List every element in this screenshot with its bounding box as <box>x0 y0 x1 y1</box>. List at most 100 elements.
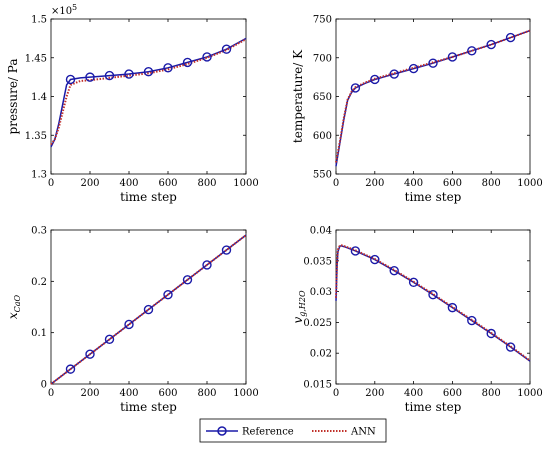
series-ann-line <box>335 29 531 163</box>
series-reference-marker <box>467 315 477 326</box>
series-reference-marker <box>389 69 399 79</box>
y-exponent-label: ×10 <box>51 6 72 17</box>
series-reference-marker <box>163 63 173 73</box>
series-reference-marker <box>486 39 496 50</box>
chart-panel-1: 0 200 400 600 800 1000 1.3 1.35 1.4 1.45 1.5 time s… <box>6 3 259 204</box>
series-reference-marker <box>202 260 212 270</box>
series-reference-marker <box>124 319 134 330</box>
y-axis-label: pressure/ Pa <box>6 59 20 135</box>
series-reference-marker <box>350 246 361 256</box>
y-tick-label: 1.35 <box>25 131 47 142</box>
series-reference-marker <box>447 302 458 313</box>
series-ann-line <box>50 38 247 146</box>
x-tick-label: 400 <box>404 388 423 399</box>
x-tick-label: 800 <box>197 388 216 399</box>
series-reference-marker <box>389 265 399 276</box>
y-axis-label: vg,H2O <box>291 290 307 324</box>
series-reference-marker <box>104 70 115 81</box>
x-tick-label: 600 <box>443 178 462 189</box>
chart-panel-2: 0 200 400 600 800 1000 550 600 650 700 750 time ste… <box>291 15 543 205</box>
y-tick-label: 0.035 <box>303 256 332 267</box>
x-tick-label: 800 <box>197 178 216 189</box>
y-tick-label: 0.1 <box>31 328 47 339</box>
x-tick-label: 1000 <box>233 388 258 399</box>
series-reference-marker <box>202 52 212 62</box>
y-tick-label: 750 <box>313 15 332 26</box>
x-axis-label: time step <box>120 400 177 414</box>
x-tick-label: 200 <box>80 388 99 399</box>
series-reference-marker <box>408 277 419 288</box>
series-reference-marker <box>447 52 458 62</box>
x-tick-label: 0 <box>48 388 54 399</box>
x-axis-label: time step <box>405 400 462 414</box>
x-tick-label: 0 <box>333 388 339 399</box>
series-reference-marker <box>505 342 516 352</box>
x-tick-label: 600 <box>443 388 462 399</box>
x-tick-label: 1000 <box>233 178 258 189</box>
legend-box: Reference ANN <box>199 418 387 443</box>
chart-panel-3: 0 200 400 600 800 1000 0 0.1 0.2 0.3 time step xCaO <box>6 226 259 415</box>
legend-reference-marker <box>217 426 227 436</box>
series-reference-marker <box>467 46 477 56</box>
series-reference-marker <box>85 72 95 82</box>
series-reference-marker <box>505 32 516 43</box>
x-axis-label: time step <box>405 190 462 204</box>
axes-frame <box>335 18 531 175</box>
y-axis-label: xCaO <box>6 294 22 319</box>
x-axis-label: time step <box>120 190 177 204</box>
y-tick-label: 1.4 <box>31 92 47 103</box>
x-tick-label: 200 <box>365 388 384 399</box>
y-tick-label: 0.015 <box>303 380 332 391</box>
x-tick-label: 800 <box>482 178 501 189</box>
series-reference-marker <box>143 304 154 315</box>
legend-frame <box>199 418 387 443</box>
series-reference-line <box>335 245 531 362</box>
axes-frame <box>335 229 531 385</box>
chart-panel-4: 0 200 400 600 800 1000 0.015 0.02 0.025 0.03 0.035… <box>291 226 543 415</box>
x-tick-label: 200 <box>365 178 384 189</box>
series-reference-marker <box>408 63 419 74</box>
series-reference-marker <box>124 69 134 79</box>
series-reference-line <box>335 29 531 167</box>
x-tick-label: 1000 <box>517 178 542 189</box>
series-reference-marker <box>104 334 115 345</box>
axes-frame <box>50 229 247 385</box>
series-reference-marker <box>221 245 232 255</box>
x-tick-label: 600 <box>158 178 177 189</box>
y-tick-label: 0.02 <box>310 349 332 360</box>
series-reference-marker <box>428 58 438 68</box>
y-tick-label: 0.3 <box>31 226 47 237</box>
y-exponent-power: 5 <box>72 3 77 12</box>
series-ann-line <box>50 234 247 385</box>
x-tick-label: 600 <box>158 388 177 399</box>
series-reference-marker <box>65 74 76 85</box>
series-reference-marker <box>370 74 380 85</box>
y-tick-label: 0.025 <box>303 318 332 329</box>
series-reference-marker <box>65 364 76 374</box>
x-tick-label: 400 <box>119 388 138 399</box>
x-tick-label: 400 <box>404 178 423 189</box>
y-axis-label: temperature/ K <box>291 49 305 143</box>
series-ann-line <box>335 244 531 362</box>
legend-ann-label: ANN <box>350 427 376 438</box>
series-reference-marker <box>350 83 361 93</box>
y-tick-label: 0 <box>41 380 47 391</box>
x-tick-label: 0 <box>333 178 339 189</box>
x-tick-label: 400 <box>119 178 138 189</box>
series-reference-marker <box>221 44 232 54</box>
y-tick-label: 650 <box>313 92 332 103</box>
legend-reference-label: Reference <box>242 427 294 438</box>
y-tick-label: 1.3 <box>31 170 47 181</box>
x-tick-label: 800 <box>482 388 501 399</box>
series-reference-marker <box>428 289 438 300</box>
x-tick-label: 200 <box>80 178 99 189</box>
y-tick-label: 1.5 <box>31 15 47 26</box>
series-reference-marker <box>143 66 154 77</box>
y-tick-label: 700 <box>313 53 332 64</box>
y-tick-label: 550 <box>313 170 332 181</box>
series-reference-marker <box>182 275 193 285</box>
y-tick-label: 600 <box>313 131 332 142</box>
series-reference-line <box>50 37 247 148</box>
series-reference-marker <box>370 254 380 265</box>
y-tick-label: 0.03 <box>310 287 332 298</box>
